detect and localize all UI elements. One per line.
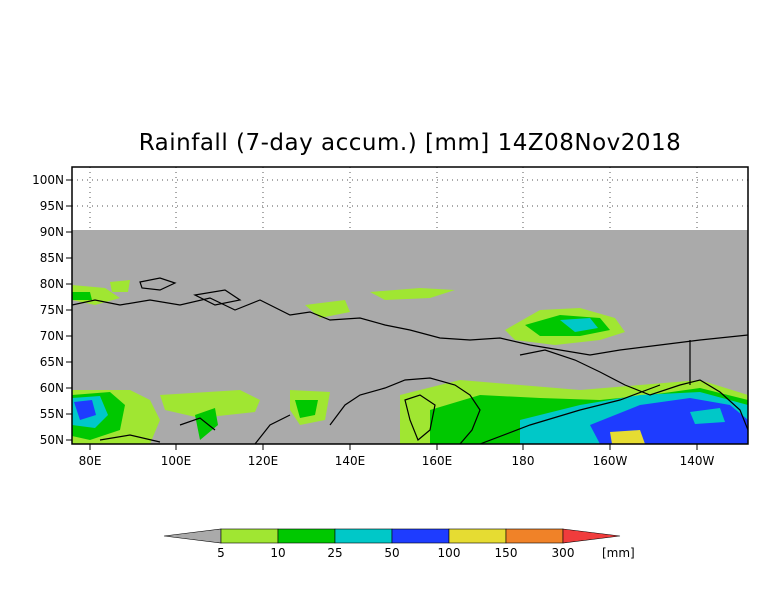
lat-label: 50N	[40, 433, 64, 447]
legend-unit: [mm]	[602, 546, 635, 560]
lat-label: 70N	[40, 329, 64, 343]
rainfall-patches	[72, 280, 748, 444]
lon-label: 120E	[248, 454, 279, 468]
graticule	[72, 167, 748, 230]
legend-swatch-above	[562, 528, 621, 544]
legend-swatch	[334, 528, 393, 544]
lon-label: 80E	[79, 454, 102, 468]
color-legend: 5 10 25 50 100 150 300 [mm]	[163, 528, 635, 560]
legend-swatch	[448, 528, 507, 544]
legend-value: 50	[384, 546, 399, 560]
map-title: Rainfall (7-day accum.) [mm] 14Z08Nov201…	[138, 130, 682, 156]
lat-label: 100N	[32, 173, 64, 187]
legend-value: 150	[495, 546, 518, 560]
lat-label: 90N	[40, 225, 64, 239]
map-plot-area	[71, 166, 749, 445]
legend-value: 10	[270, 546, 285, 560]
lat-label: 55N	[40, 407, 64, 421]
lon-label: 160W	[593, 454, 628, 468]
lon-label: 180	[512, 454, 535, 468]
legend-swatch	[391, 528, 450, 544]
lat-label: 95N	[40, 199, 64, 213]
legend-value: 25	[327, 546, 342, 560]
lat-label: 80N	[40, 277, 64, 291]
lat-label: 85N	[40, 251, 64, 265]
longitude-labels: 80E 100E 120E 140E 160E 180 160W 140W	[79, 444, 715, 468]
lat-label: 60N	[40, 381, 64, 395]
lon-label: 140W	[680, 454, 715, 468]
lat-label: 65N	[40, 355, 64, 369]
lon-label: 160E	[422, 454, 453, 468]
legend-value: 300	[552, 546, 575, 560]
lon-label: 100E	[161, 454, 192, 468]
legend-swatch	[277, 528, 336, 544]
latitude-labels: 100N 95N 90N 85N 80N 75N 70N 65N 60N 55N…	[32, 173, 72, 447]
legend-swatch	[220, 528, 279, 544]
legend-swatch-below	[163, 528, 222, 544]
lat-label: 75N	[40, 303, 64, 317]
legend-value: 100	[438, 546, 461, 560]
legend-value: 5	[217, 546, 225, 560]
lon-label: 140E	[335, 454, 366, 468]
coastlines	[72, 277, 748, 444]
legend-swatch	[505, 528, 564, 544]
